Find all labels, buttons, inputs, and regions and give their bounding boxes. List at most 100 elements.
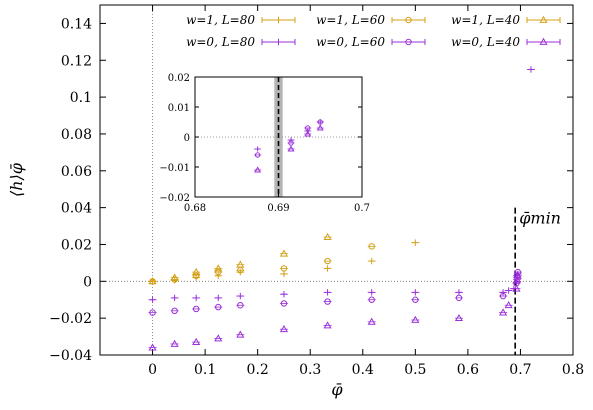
main-point xyxy=(367,289,376,296)
main-x-tick-label: 0.2 xyxy=(247,362,269,378)
main-point xyxy=(367,243,376,250)
inset-y-tick-label: −0.01 xyxy=(159,163,190,174)
main-point xyxy=(279,300,288,307)
main-x-tick-label: 0.1 xyxy=(194,362,216,378)
main-point xyxy=(279,291,288,298)
inset-point xyxy=(316,124,324,131)
main-y-tick-label: −0.02 xyxy=(49,311,92,327)
inset-point xyxy=(254,146,262,152)
main-point xyxy=(279,270,288,278)
inset-y-tick-label: 0.01 xyxy=(168,103,190,114)
legend-marker xyxy=(405,16,412,24)
main-point xyxy=(236,292,245,300)
main-point xyxy=(214,303,223,311)
main-data-points xyxy=(148,66,535,351)
inset-plot: 0.68 0.69 0.7 −0.02 −0.01 0 0.01 0.02 xyxy=(159,73,370,214)
main-point xyxy=(323,289,332,296)
main-point xyxy=(170,307,179,315)
inset-y-tick-label: 0.02 xyxy=(168,73,190,84)
main-point xyxy=(411,289,420,296)
main-point xyxy=(192,272,201,280)
legend-marker xyxy=(405,38,412,46)
inset-point xyxy=(304,130,312,137)
main-x-tick-label: 0 xyxy=(148,362,157,378)
main-point xyxy=(504,301,513,309)
main-point xyxy=(214,294,223,302)
main-y-tick-label: 0.14 xyxy=(61,16,92,32)
main-y-tick-label: −0.04 xyxy=(49,348,92,364)
main-point xyxy=(411,296,420,303)
inset-point xyxy=(304,125,312,131)
main-point xyxy=(367,317,376,325)
main-point xyxy=(411,315,420,323)
legend: w=1, L=80 w=1, L=60 w=1, L=40 w=0, L=80 w=0,… xyxy=(186,13,561,49)
main-point xyxy=(214,264,223,272)
main-point xyxy=(192,337,201,346)
main-point xyxy=(526,66,535,73)
main-point xyxy=(148,309,157,316)
main-point xyxy=(236,302,245,309)
inset-y-tick-label: 0 xyxy=(184,133,190,144)
main-point xyxy=(279,265,288,272)
legend-label: w=1, L=40 xyxy=(451,13,520,27)
main-point xyxy=(170,294,179,302)
main-point xyxy=(499,289,508,296)
main-point xyxy=(170,339,179,347)
main-x-tick-label: 0.7 xyxy=(509,362,531,378)
legend-label: w=0, L=60 xyxy=(316,35,385,49)
main-point xyxy=(148,296,157,303)
y-axis-label: ⟨h⟩φ̄ xyxy=(7,162,26,197)
main-x-tick-label: 0.4 xyxy=(352,362,374,378)
main-y-tick-label: 0.04 xyxy=(61,201,92,217)
main-point xyxy=(236,330,245,338)
main-point xyxy=(323,257,332,265)
inset-point xyxy=(316,119,324,125)
main-point xyxy=(323,265,332,272)
inset-point xyxy=(254,166,262,173)
legend-marker xyxy=(275,16,282,24)
main-point xyxy=(512,284,521,292)
main-point xyxy=(214,268,223,276)
main-point xyxy=(236,260,245,268)
main-point xyxy=(454,289,463,296)
inset-x-tick-label: 0.7 xyxy=(354,203,370,214)
x-axis-label: φ̄ xyxy=(331,380,343,399)
main-point xyxy=(148,277,157,285)
main-point xyxy=(170,273,179,281)
main-y-tick-label: 0.12 xyxy=(61,53,92,69)
legend-marker xyxy=(275,38,282,46)
legend-label: w=0, L=80 xyxy=(186,35,255,49)
main-y-tick-label: 0.1 xyxy=(70,90,92,106)
main-x-tick-label: 0.6 xyxy=(457,362,479,378)
main-point xyxy=(323,321,332,329)
main-point xyxy=(192,294,201,302)
main-point xyxy=(323,232,332,241)
main-y-tick-label: 0.08 xyxy=(61,127,92,143)
main-point xyxy=(367,257,376,265)
inset-frame xyxy=(194,76,363,198)
main-x-tick-label: 0.5 xyxy=(404,362,426,378)
legend-marker xyxy=(539,37,548,45)
main-point xyxy=(499,292,508,300)
main-plot-frame xyxy=(99,4,574,356)
main-y-tick-label: 0.06 xyxy=(61,164,92,180)
inset-point xyxy=(254,152,262,158)
inset-point xyxy=(287,145,295,152)
inset-x-tick-label: 0.69 xyxy=(267,203,289,214)
inset-point xyxy=(287,137,295,143)
main-point xyxy=(148,343,157,351)
main-point xyxy=(279,249,289,257)
main-y-tick-label: 0.02 xyxy=(61,237,92,253)
inset-x-tick-label: 0.68 xyxy=(184,203,206,214)
main-point xyxy=(214,272,223,279)
main-point xyxy=(192,305,201,313)
main-point xyxy=(504,287,513,294)
legend-marker xyxy=(539,15,548,23)
inset-y-tick-label: −0.02 xyxy=(159,193,190,204)
main-point xyxy=(454,294,463,302)
main-point xyxy=(513,271,522,279)
main-point xyxy=(512,275,522,283)
inset-point xyxy=(287,140,295,146)
